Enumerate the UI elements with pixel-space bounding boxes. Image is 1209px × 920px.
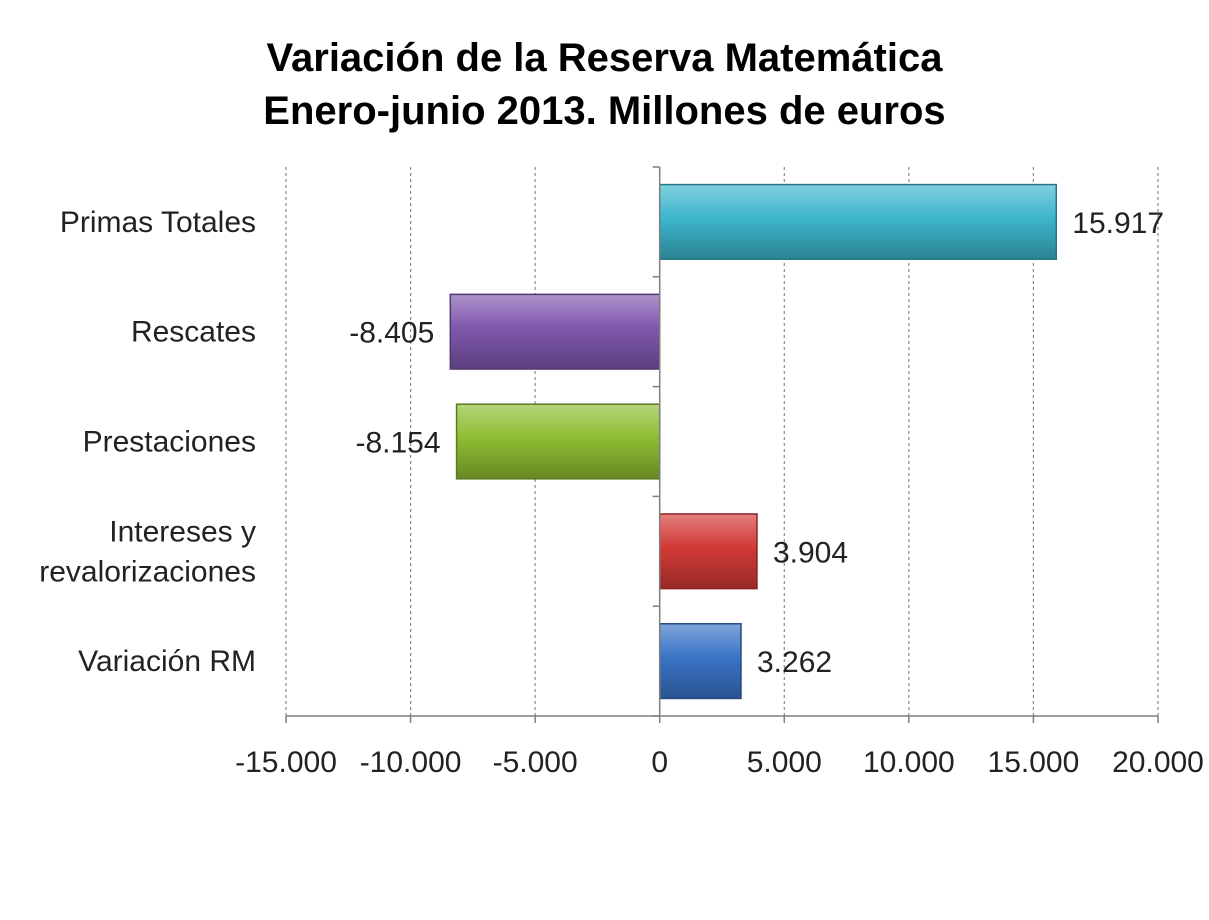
chart-title-line-1: Variación de la Reserva Matemática — [266, 36, 943, 80]
x-tick-label-2: -5.000 — [493, 746, 578, 779]
category-label-2: Prestaciones — [83, 426, 256, 459]
chart-title-line-2: Enero-junio 2013. Millones de euros — [263, 89, 946, 133]
x-tick-label-0: -15.000 — [235, 746, 337, 779]
category-label-3: Intereses y revalorizaciones — [39, 515, 256, 588]
bar-4 — [658, 623, 742, 700]
value-label-0: 15.917 — [1072, 207, 1164, 240]
x-tick-label-4: 5.000 — [747, 746, 822, 779]
category-label-0: Primas Totales — [60, 206, 256, 239]
bar-2 — [455, 403, 661, 480]
chart-title: Variación de la Reserva Matemática Enero… — [0, 32, 1209, 138]
bar-3 — [658, 513, 758, 590]
bar-1 — [449, 293, 661, 370]
value-label-1: -8.405 — [349, 317, 434, 350]
category-label-1: Rescates — [131, 316, 256, 349]
x-tick-label-3: 0 — [651, 746, 668, 779]
category-label-4: Variación RM — [78, 645, 256, 678]
x-tick-label-5: 10.000 — [863, 746, 955, 779]
x-tick-label-1: -10.000 — [360, 746, 462, 779]
x-tick-label-6: 15.000 — [988, 746, 1080, 779]
value-label-2: -8.154 — [355, 427, 440, 460]
value-label-4: 3.262 — [757, 646, 832, 679]
bar-0 — [658, 183, 1058, 260]
x-tick-label-7: 20.000 — [1112, 746, 1204, 779]
value-label-3: 3.904 — [773, 536, 848, 569]
